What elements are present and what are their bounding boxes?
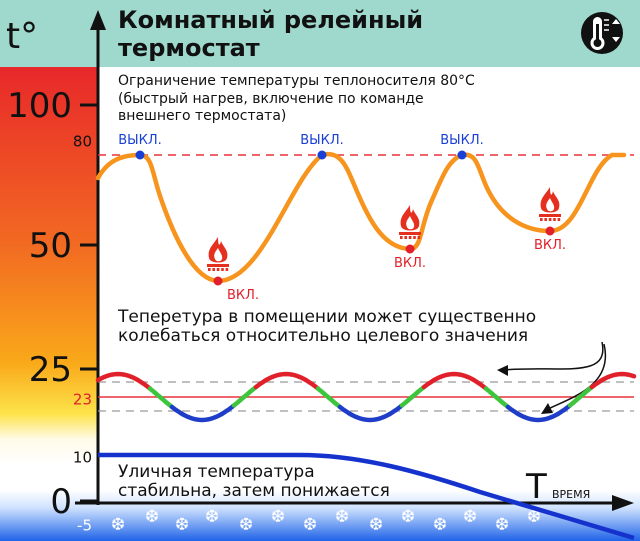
coolant-note-line-2: (быстрый нагрев, включение по команде [118, 91, 424, 107]
snowflake-icon: ❆ [111, 515, 125, 535]
snowflake-icon: ❆ [303, 515, 317, 535]
flame-icon [207, 237, 229, 271]
y-axis-symbol: t° [6, 16, 38, 57]
off-marker-1 [135, 150, 145, 160]
room-curve-segment [95, 371, 153, 391]
snowflake-icon: ❆ [527, 507, 541, 527]
burner-icons [207, 187, 561, 271]
y-tick-label-8: -5 [77, 516, 92, 534]
on-label-2: ВКЛ. [394, 256, 426, 271]
snowflake-icon: ❆ [205, 507, 219, 527]
y-tick-label-6: 10 [73, 448, 92, 466]
title-line-2: термостат [118, 34, 260, 62]
on-marker-2 [405, 244, 415, 254]
snowflake-icon: ❆ [271, 507, 285, 527]
off-label-1: ВЫКЛ. [118, 133, 162, 148]
snowflake-icon: ❆ [433, 515, 447, 535]
x-axis-arrow [612, 495, 634, 511]
snowflake-icon: ❆ [145, 507, 159, 527]
x-axis-symbol: T [525, 467, 547, 507]
pointer-arrow-upper [502, 341, 604, 371]
cold-band [0, 490, 640, 541]
snowflakes: ❆ ❆ ❆ ❆ ❆ ❆ ❆ ❆ ❆ ❆ ❆ ❆ ❆ ❆ [111, 507, 541, 535]
y-tick-label-5: 23 [73, 390, 92, 408]
outdoor-note-line-1: Уличная температура [118, 462, 315, 482]
temperature-scale-band [0, 67, 98, 490]
y-tick-label-2: 80 [73, 132, 92, 150]
room-curve-segment [169, 403, 237, 423]
x-axis-caption: ВРЕМЯ [552, 488, 590, 501]
off-label-2: ВЫКЛ. [300, 133, 344, 148]
room-curve-segment [399, 384, 427, 408]
room-curve-segment [567, 384, 595, 408]
snowflake-icon: ❆ [401, 507, 415, 527]
room-curve-segment [315, 386, 343, 410]
y-tick-label-7: 0 [50, 482, 72, 522]
room-curve-segment [231, 384, 259, 408]
room-temperature-curve [95, 371, 637, 423]
room-note-line-2: колебаться относительно целевого значени… [118, 326, 528, 346]
snowflake-icon: ❆ [495, 515, 509, 535]
coolant-temperature-curve [95, 151, 627, 284]
y-tick-label-1: 100 [7, 86, 72, 126]
off-marker-3 [457, 150, 467, 160]
room-curve-segment [147, 386, 175, 410]
on-label-3: ВКЛ. [534, 238, 566, 253]
room-note-line-1: Теперетура в помещении может существенно [117, 307, 536, 327]
room-curve-segment [483, 386, 511, 410]
thermostat-icon [581, 12, 623, 54]
y-tick-label-4: 25 [29, 350, 72, 390]
y-tick-label-3: 50 [29, 226, 72, 266]
snowflake-icon: ❆ [369, 515, 383, 535]
snowflake-icon: ❆ [463, 507, 477, 527]
room-curve-segment [253, 371, 321, 391]
flame-icon [539, 187, 561, 221]
on-label-1: ВКЛ. [227, 288, 259, 303]
on-marker-3 [545, 226, 555, 236]
on-marker-1 [213, 276, 223, 286]
snowflake-icon: ❆ [239, 515, 253, 535]
off-marker-2 [317, 150, 327, 160]
coolant-note-line-3: внешнего термостата) [118, 108, 286, 124]
header-band [0, 0, 640, 67]
burner-events: ВЫКЛ. ВЫКЛ. ВЫКЛ. ВКЛ. ВКЛ. ВКЛ. [118, 133, 566, 303]
room-curve-segment [337, 403, 405, 423]
outdoor-temperature-line [98, 452, 635, 541]
y-axis-arrow [90, 10, 106, 30]
outdoor-note-line-2: стабильна, затем понижается [118, 481, 390, 501]
title-line-1: Комнатный релейный [118, 6, 423, 34]
room-curve-segment [421, 371, 489, 391]
snowflake-icon: ❆ [335, 507, 349, 527]
pointer-arrowhead-lower [541, 403, 553, 414]
flame-icon [399, 205, 421, 239]
room-curve-segment [505, 403, 573, 423]
pointer-arrowhead-upper [497, 365, 508, 376]
room-curve-segment [589, 371, 637, 390]
coolant-note-line-1: Ограничение температуры теплоносителя 80… [118, 73, 475, 89]
off-label-3: ВЫКЛ. [440, 133, 484, 148]
snowflake-icon: ❆ [175, 515, 189, 535]
